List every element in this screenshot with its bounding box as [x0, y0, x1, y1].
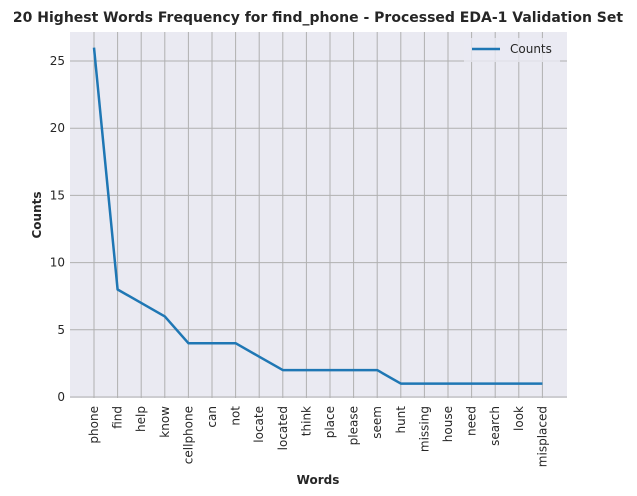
legend-label: Counts: [510, 42, 552, 56]
series-layer: [92, 47, 543, 385]
y-tick-label: 5: [57, 323, 65, 337]
x-tick-label: search: [488, 406, 502, 446]
x-grid: [93, 32, 543, 398]
x-tick-label: cellphone: [181, 406, 195, 464]
y-tick-label: 20: [50, 121, 65, 135]
y-tick-label: 25: [50, 54, 65, 68]
y-axis-label: Counts: [30, 191, 44, 238]
y-grid: [70, 60, 567, 398]
series-line-counts: [92, 47, 543, 385]
chart-title: 20 Highest Words Frequency for find_phon…: [13, 10, 623, 26]
y-tick-label: 10: [50, 256, 65, 270]
y-tick-label: 0: [57, 390, 65, 404]
x-tick-label: please: [347, 406, 361, 445]
x-tick-label: know: [158, 406, 172, 438]
x-tick-label: help: [134, 406, 148, 432]
x-tick-label: seem: [370, 406, 384, 439]
x-tick-label: think: [299, 406, 313, 436]
x-tick-label: can: [205, 406, 219, 428]
plot-area: [70, 32, 567, 398]
legend: Counts: [464, 38, 560, 62]
x-tick-label: not: [229, 406, 243, 426]
y-ticks: 0 5 10 15 20 25: [50, 54, 65, 404]
x-tick-label: hunt: [394, 406, 408, 434]
x-tick-label: place: [323, 406, 337, 438]
x-tick-label: located: [276, 406, 290, 450]
y-tick-label: 15: [50, 188, 65, 202]
x-ticks: phone find help know cellphone can not locate lo…: [87, 406, 549, 467]
x-tick-label: misplaced: [535, 406, 549, 467]
x-tick-label: need: [465, 406, 479, 436]
x-tick-label: locate: [252, 406, 266, 443]
x-tick-label: phone: [87, 406, 101, 444]
x-tick-label: house: [441, 406, 455, 442]
x-tick-label: look: [512, 406, 526, 431]
x-axis-label: Words: [297, 473, 340, 487]
x-tick-label: missing: [417, 406, 431, 452]
x-tick-label: find: [111, 406, 125, 429]
